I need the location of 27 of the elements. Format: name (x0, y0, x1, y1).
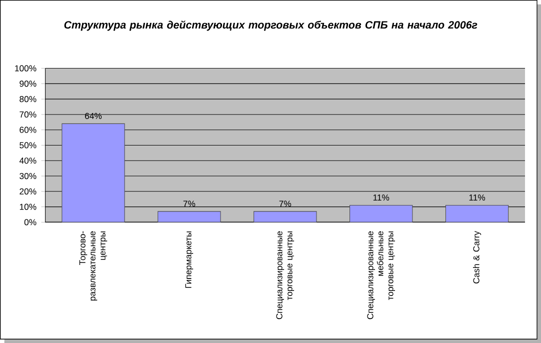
y-tick-label: 50% (20, 142, 36, 148)
y-tick-label: 60% (20, 126, 36, 133)
data-label: 64% (85, 112, 102, 119)
data-label: 11% (469, 194, 486, 200)
bar (350, 204, 413, 222)
y-tick-label: 90% (20, 80, 36, 87)
y-tick-label: 30% (20, 172, 36, 180)
x-tick-label: Торгово-развлекательные центры (79, 231, 108, 300)
y-tick-label: 80% (20, 96, 36, 102)
x-tick-label: Гипермаркеты (185, 231, 194, 288)
bar (158, 211, 221, 222)
data-label: 7% (279, 200, 292, 207)
y-tick-label: 40% (19, 158, 36, 164)
x-tick-label: Специализированные мебельные торговые центры (367, 231, 396, 320)
y-tick-label: 100% (15, 65, 36, 72)
data-label: 7% (183, 200, 196, 207)
chart-title: Структура рынка действующих торговых объектов СПБ на начало 2006г (64, 20, 478, 31)
y-tick-label: 10% (20, 204, 36, 210)
y-tick-label: 70% (20, 111, 36, 118)
data-label: 11% (373, 194, 390, 200)
x-tick-label: Cash & Carry (473, 230, 482, 284)
bar (445, 204, 509, 222)
y-tick-label: 0% (24, 219, 36, 226)
bar (254, 211, 317, 222)
bar (62, 123, 125, 222)
x-tick-label: Специализированные торговые центры (276, 231, 294, 320)
y-tick-label: 20% (20, 188, 36, 194)
